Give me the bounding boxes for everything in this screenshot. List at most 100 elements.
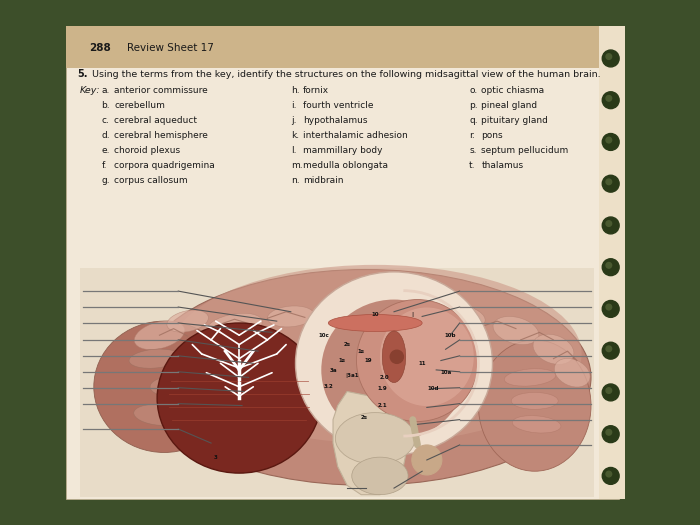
Bar <box>66 26 619 499</box>
Ellipse shape <box>267 306 314 327</box>
Circle shape <box>606 262 612 268</box>
Text: corpora quadrigemina: corpora quadrigemina <box>114 161 215 170</box>
Text: 3.2: 3.2 <box>323 384 333 390</box>
Circle shape <box>606 304 612 310</box>
Ellipse shape <box>295 272 493 455</box>
Text: j.: j. <box>290 116 296 125</box>
Text: c.: c. <box>102 116 109 125</box>
Polygon shape <box>333 392 408 495</box>
Text: m.: m. <box>290 161 302 170</box>
Text: pituitary gland: pituitary gland <box>481 116 548 125</box>
Ellipse shape <box>328 314 422 331</box>
Ellipse shape <box>335 413 415 464</box>
Text: choroid plexus: choroid plexus <box>114 146 181 155</box>
Text: optic chiasma: optic chiasma <box>481 86 545 95</box>
Text: 10b: 10b <box>444 333 456 338</box>
Text: hypothalamus: hypothalamus <box>303 116 368 125</box>
Circle shape <box>602 175 619 192</box>
Text: d.: d. <box>102 131 110 140</box>
Text: 5.: 5. <box>77 69 88 79</box>
Ellipse shape <box>169 265 582 443</box>
Text: cerebral aqueduct: cerebral aqueduct <box>114 116 197 125</box>
Ellipse shape <box>356 300 478 422</box>
Text: septum pellucidum: septum pellucidum <box>481 146 568 155</box>
Ellipse shape <box>380 308 474 406</box>
Text: cerebral hemisphere: cerebral hemisphere <box>114 131 209 140</box>
Circle shape <box>602 259 619 276</box>
Ellipse shape <box>511 392 558 410</box>
Text: fourth ventricle: fourth ventricle <box>303 101 374 110</box>
Circle shape <box>602 426 619 443</box>
Circle shape <box>602 300 619 318</box>
Circle shape <box>412 445 442 475</box>
Text: fornix: fornix <box>303 86 329 95</box>
Text: h.: h. <box>290 86 300 95</box>
Text: midbrain: midbrain <box>303 176 344 185</box>
Text: 19: 19 <box>365 358 372 363</box>
Text: g.: g. <box>102 176 110 185</box>
Circle shape <box>606 96 612 101</box>
Text: o.: o. <box>469 86 477 95</box>
Ellipse shape <box>493 317 539 344</box>
Circle shape <box>602 467 619 485</box>
Text: medulla oblongata: medulla oblongata <box>303 161 388 170</box>
Text: n.: n. <box>290 176 300 185</box>
Ellipse shape <box>150 376 197 397</box>
Text: k.: k. <box>290 131 299 140</box>
Ellipse shape <box>157 323 321 473</box>
Text: 3: 3 <box>214 455 218 460</box>
Text: 10c: 10c <box>318 333 329 338</box>
Circle shape <box>602 50 619 67</box>
Ellipse shape <box>129 349 181 368</box>
Ellipse shape <box>382 331 406 383</box>
Circle shape <box>606 388 612 393</box>
Text: 2s: 2s <box>344 342 351 347</box>
Circle shape <box>606 179 612 185</box>
Text: 10d: 10d <box>428 386 439 391</box>
Text: Review Sheet 17: Review Sheet 17 <box>127 43 214 53</box>
Text: 1s: 1s <box>358 349 365 354</box>
Bar <box>80 268 594 498</box>
Ellipse shape <box>352 457 408 495</box>
Text: 1s: 1s <box>339 358 346 363</box>
Circle shape <box>602 384 619 401</box>
Text: l.: l. <box>290 146 296 155</box>
Text: 288: 288 <box>89 43 111 53</box>
Ellipse shape <box>554 359 590 387</box>
Circle shape <box>606 429 612 435</box>
Text: 2s: 2s <box>360 415 368 420</box>
Ellipse shape <box>504 369 556 386</box>
Circle shape <box>606 54 612 59</box>
Ellipse shape <box>478 340 591 471</box>
Circle shape <box>606 220 612 226</box>
Text: 2.1: 2.1 <box>378 403 388 408</box>
Text: pineal gland: pineal gland <box>481 101 538 110</box>
Text: cerebellum: cerebellum <box>114 101 165 110</box>
Ellipse shape <box>434 304 485 329</box>
Ellipse shape <box>312 306 363 328</box>
Circle shape <box>602 133 619 150</box>
Text: Using the terms from the key, identify the structures on the following midsagitt: Using the terms from the key, identify t… <box>92 70 601 79</box>
Text: p.: p. <box>469 101 477 110</box>
Circle shape <box>390 350 403 363</box>
Text: r.: r. <box>469 131 475 140</box>
Ellipse shape <box>321 300 467 440</box>
Ellipse shape <box>134 321 185 350</box>
Ellipse shape <box>206 313 262 338</box>
Ellipse shape <box>141 269 591 485</box>
Text: 3a: 3a <box>329 369 337 373</box>
Ellipse shape <box>375 306 431 328</box>
Text: i.: i. <box>290 101 296 110</box>
Text: interthalamic adhesion: interthalamic adhesion <box>303 131 408 140</box>
Text: s.: s. <box>469 146 477 155</box>
Circle shape <box>606 137 612 143</box>
Text: pons: pons <box>481 131 503 140</box>
Text: Key:: Key: <box>80 86 100 95</box>
Text: 10: 10 <box>372 312 379 317</box>
Text: e.: e. <box>102 146 110 155</box>
Text: anterior commissure: anterior commissure <box>114 86 208 95</box>
Text: 1.9: 1.9 <box>378 386 388 391</box>
Ellipse shape <box>167 310 209 332</box>
Text: q.: q. <box>469 116 477 125</box>
Bar <box>66 26 619 68</box>
